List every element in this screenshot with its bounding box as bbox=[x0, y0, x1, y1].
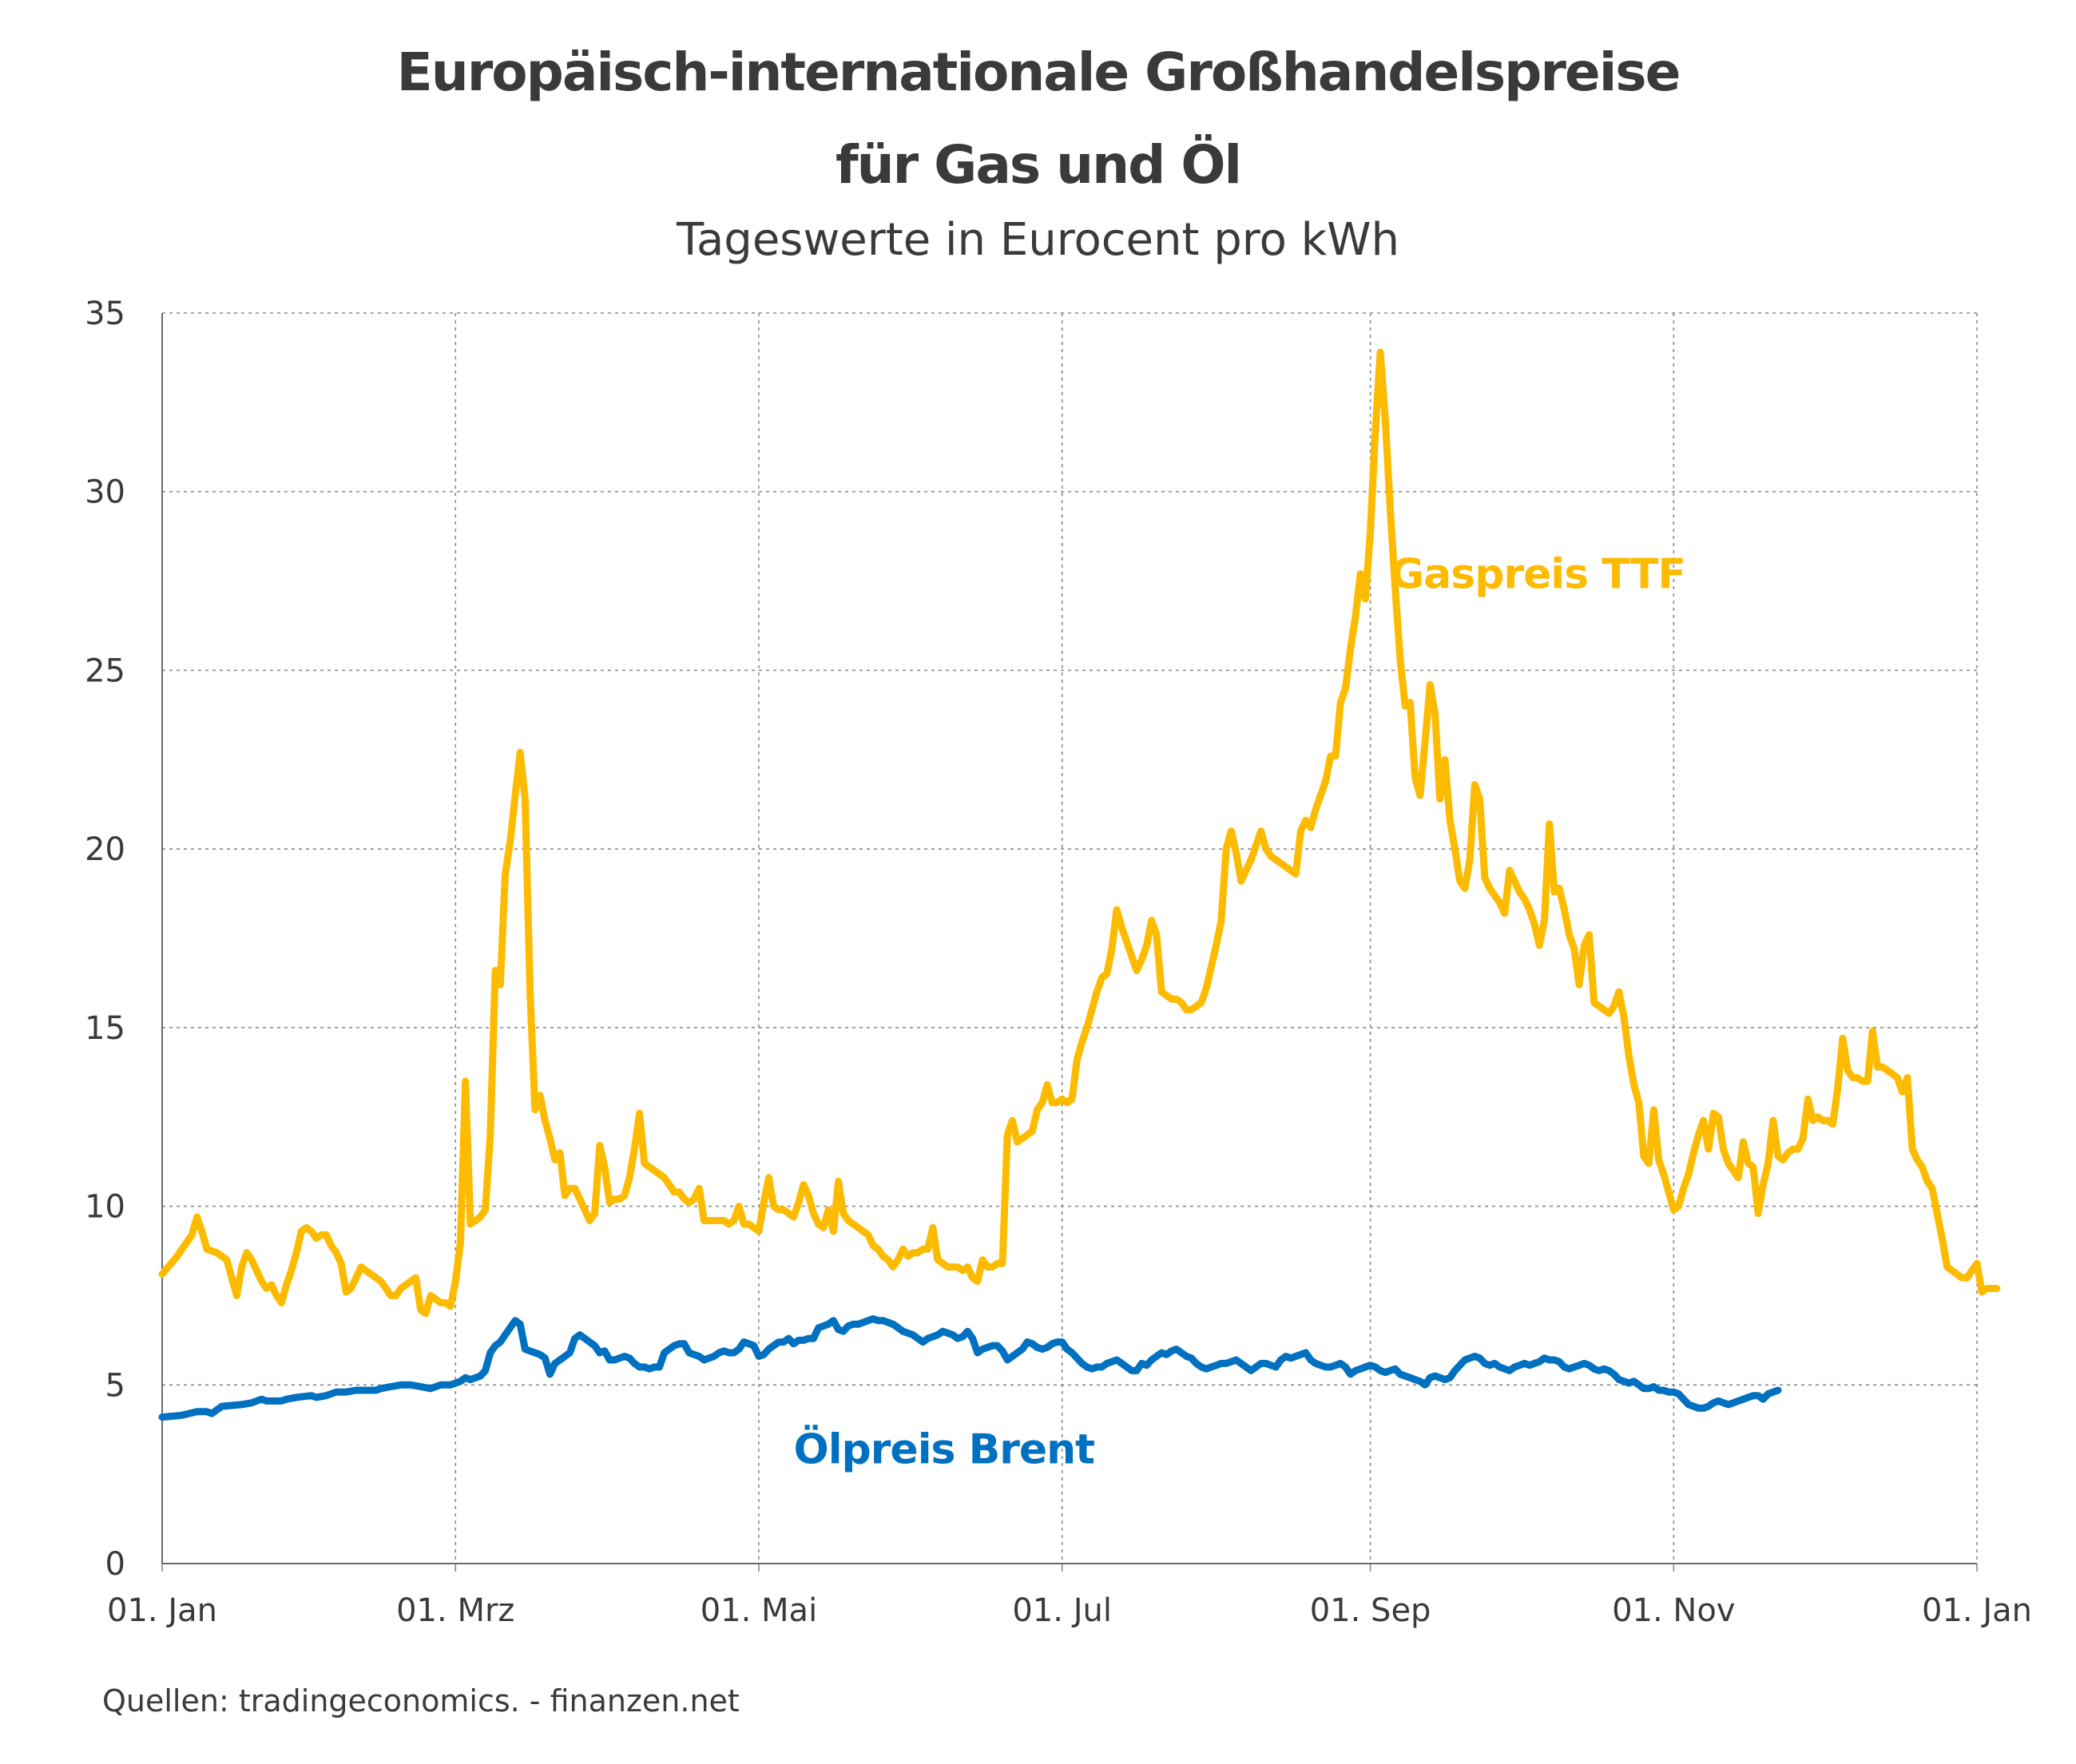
y-tick-label: 20 bbox=[85, 831, 125, 868]
axes bbox=[161, 313, 1978, 1572]
y-tick-label: 25 bbox=[85, 652, 125, 689]
chart-title-line-2: für Gas und Öl bbox=[835, 134, 1242, 196]
x-tick-label: 01. Sep bbox=[1310, 1592, 1431, 1629]
chart-subtitle: Tageswerte in Eurocent pro kWh bbox=[677, 214, 1399, 266]
x-tick-label: 01. Jan bbox=[1922, 1592, 2032, 1629]
y-tick-label: 35 bbox=[85, 295, 125, 332]
x-tick-labels: 01. Jan 01. Mrz 01. Mai 01. Jul 01. Sep 01. N… bbox=[107, 1592, 2032, 1629]
series-line-oelpreis-brent bbox=[158, 1315, 1782, 1421]
y-tick-label: 10 bbox=[85, 1189, 125, 1226]
x-tick-label: 01. Nov bbox=[1612, 1592, 1735, 1629]
y-tick-label: 30 bbox=[85, 474, 125, 511]
series-line-gaspreis-ttf bbox=[158, 348, 2001, 1318]
series-labels: Gaspreis TTF Ölpreis Brent bbox=[794, 551, 1686, 1474]
y-tick-label: 15 bbox=[85, 1010, 125, 1047]
y-tick-label: 0 bbox=[105, 1546, 125, 1583]
x-tick-label: 01. Mrz bbox=[396, 1592, 514, 1629]
series-label-oelpreis-brent: Ölpreis Brent bbox=[794, 1425, 1095, 1474]
y-tick-label: 5 bbox=[105, 1367, 125, 1404]
x-tick-label: 01. Mai bbox=[701, 1592, 817, 1629]
x-tick-label: 01. Jan bbox=[107, 1592, 217, 1629]
y-tick-labels: 0 5 10 15 20 25 30 35 bbox=[85, 295, 125, 1583]
series-label-gaspreis-ttf: Gaspreis TTF bbox=[1390, 551, 1685, 599]
grid-lines bbox=[162, 312, 1978, 1564]
series-lines bbox=[158, 348, 2001, 1421]
chart-title-line-1: Europäisch-internationale Großhandelspre… bbox=[396, 42, 1681, 103]
source-note: Quellen: tradingeconomics. - finanzen.ne… bbox=[102, 1683, 740, 1718]
x-tick-label: 01. Jul bbox=[1012, 1592, 1112, 1629]
